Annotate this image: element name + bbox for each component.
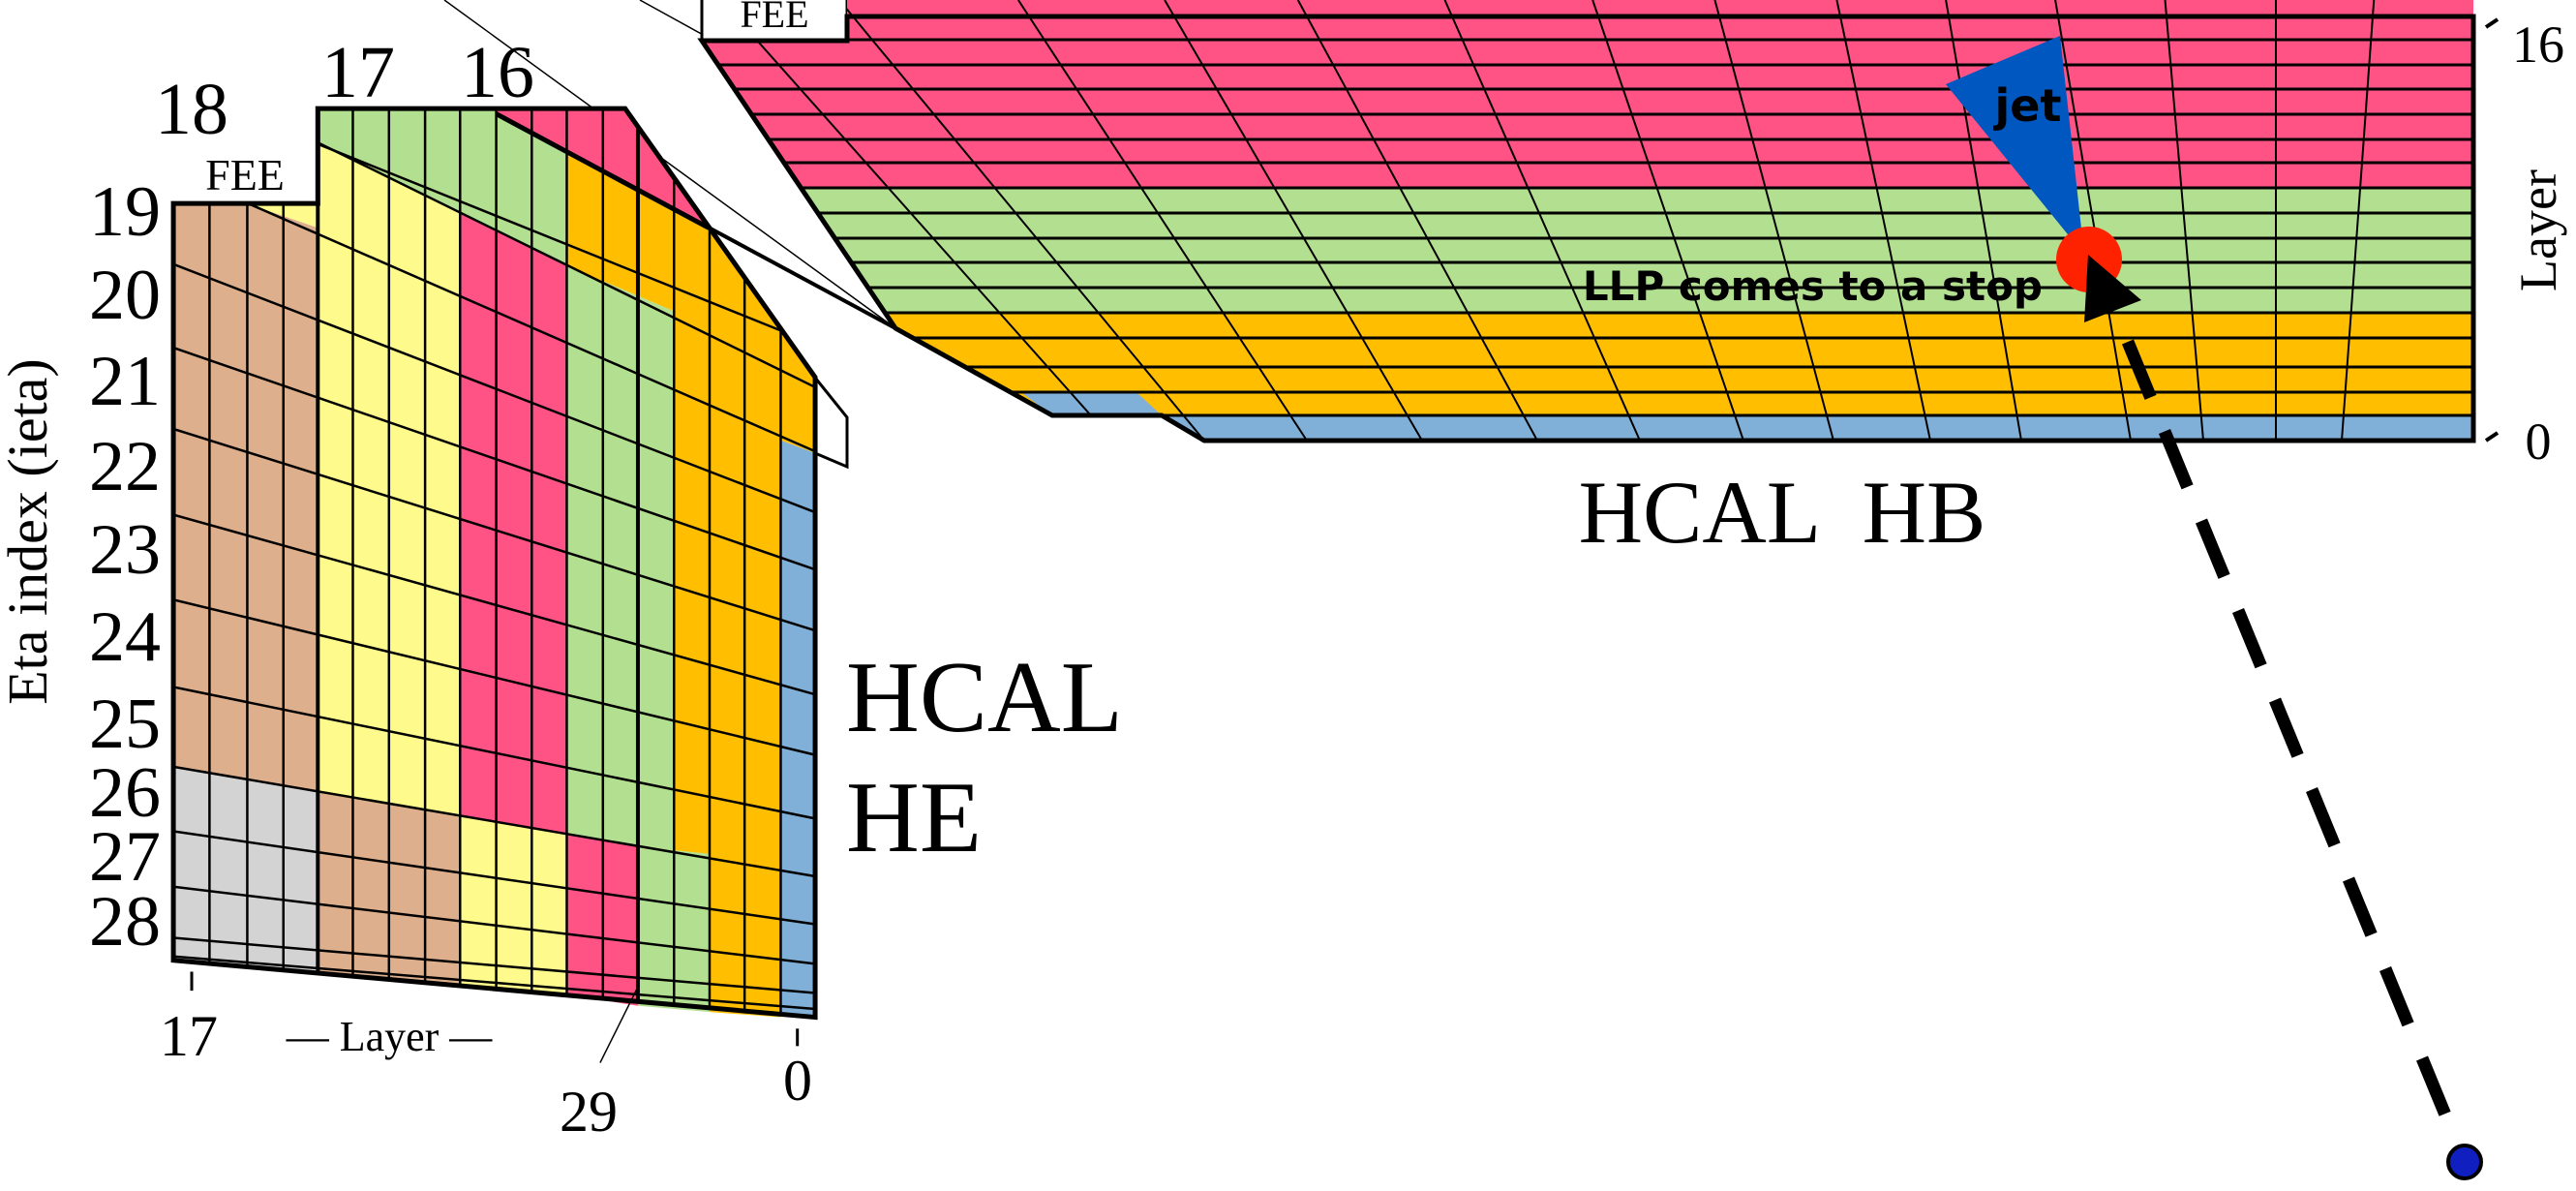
he-top-label-17: 17 <box>321 32 395 113</box>
he-eta-boundary <box>173 170 815 451</box>
hb-tower-line <box>838 0 1205 441</box>
he-layer-start: 17 <box>160 1004 218 1068</box>
hb-layer-top: 16 <box>2512 15 2564 74</box>
he-layer-end: 0 <box>783 1049 812 1113</box>
eta-label: 22 <box>89 427 161 506</box>
he-eta-boundary <box>173 429 815 630</box>
he-title-line2: HE <box>846 760 982 873</box>
he-top-label-16: 16 <box>461 32 534 113</box>
hb-tower-line <box>2054 0 2132 441</box>
eta-label: 26 <box>89 753 161 833</box>
hb-tick-16 <box>2484 17 2500 29</box>
projection-line <box>443 0 896 329</box>
he-layer-region <box>566 151 816 1018</box>
he-layer-axis-label: — Layer — <box>286 1013 494 1060</box>
he-eta-boundary <box>173 515 815 695</box>
llp-annotation: jet LLP comes to a stop <box>1583 36 2483 1180</box>
hb-layer-band <box>1022 393 1162 415</box>
hcal-hb: FEE 16 0 Layer HCAL HB <box>697 0 2567 562</box>
hb-tower-line <box>1443 0 1641 441</box>
hb-tower-line <box>1164 0 1423 441</box>
he-eta-boundary <box>173 687 815 819</box>
he-layer-region <box>460 815 567 995</box>
llp-stop-label: LLP comes to a stop <box>1583 262 2043 310</box>
he-eta-boundary <box>173 264 815 512</box>
arrowhead-icon <box>2084 255 2141 322</box>
hb-tower-line <box>1017 0 1308 441</box>
he-hb-boundary-line <box>708 226 896 330</box>
he-eta-boundary <box>173 887 815 964</box>
he-fee-box <box>813 373 849 470</box>
hb-tower-line <box>1945 0 2022 441</box>
he-eta-boundary <box>173 957 815 1009</box>
eta-label: 19 <box>89 172 161 252</box>
he-layer-region <box>173 766 318 972</box>
hb-tower-line <box>720 0 1114 441</box>
hb-tick-0 <box>2484 431 2500 443</box>
hb-layer-band <box>702 313 2473 415</box>
layer-29-leader <box>600 987 638 1062</box>
hb-title: HCAL HB <box>1579 463 1986 562</box>
he-fee-label: FEE <box>205 150 285 199</box>
eta-label: 25 <box>89 685 161 764</box>
he-eta-boundary <box>173 938 815 993</box>
hb-tower-line <box>1296 0 1538 441</box>
hb-layer-band <box>702 188 2473 313</box>
hb-fee-label: FEE <box>740 0 808 36</box>
hb-tower-line <box>1835 0 1931 441</box>
hb-outline <box>697 14 2476 443</box>
llp-trajectory-dashed-line <box>2121 339 2471 1165</box>
he-eta-boundary <box>173 599 815 754</box>
eta-label: 20 <box>89 256 161 335</box>
he-outline <box>173 108 815 1017</box>
origin-point-marker <box>2446 1144 2483 1180</box>
eta-axis-label: Eta index (ieta) <box>0 358 59 705</box>
he-layer-region <box>318 108 567 266</box>
eta-label: 28 <box>89 882 161 962</box>
he-layer-region <box>780 440 816 1018</box>
eta-label: 24 <box>89 597 161 677</box>
jet-label: jet <box>1993 79 2062 132</box>
he-eta-boundary <box>173 767 815 876</box>
he-eta-boundary <box>173 348 815 569</box>
hb-tower-line <box>1713 0 1834 441</box>
hb-layer-axis-label: Layer <box>2509 169 2567 291</box>
he-eta-boundary <box>173 831 815 924</box>
hb-layer-band <box>702 0 2473 188</box>
he-title-line1: HCAL <box>846 640 1123 753</box>
eta-label: 23 <box>89 510 161 590</box>
eta-label: 27 <box>89 817 161 897</box>
jet-cone-icon <box>1946 36 2084 255</box>
eta-label: 21 <box>89 342 161 421</box>
hb-tower-line <box>2164 0 2204 441</box>
hb-tower-line <box>1591 0 1744 441</box>
he-top-label-18: 18 <box>155 69 228 150</box>
he-layer-region <box>460 212 638 1006</box>
he-layer-mid: 29 <box>560 1080 618 1144</box>
hb-tower-line <box>2341 0 2376 441</box>
hb-layer-bottom: 0 <box>2526 412 2552 471</box>
he-thick-boundary <box>497 114 709 229</box>
